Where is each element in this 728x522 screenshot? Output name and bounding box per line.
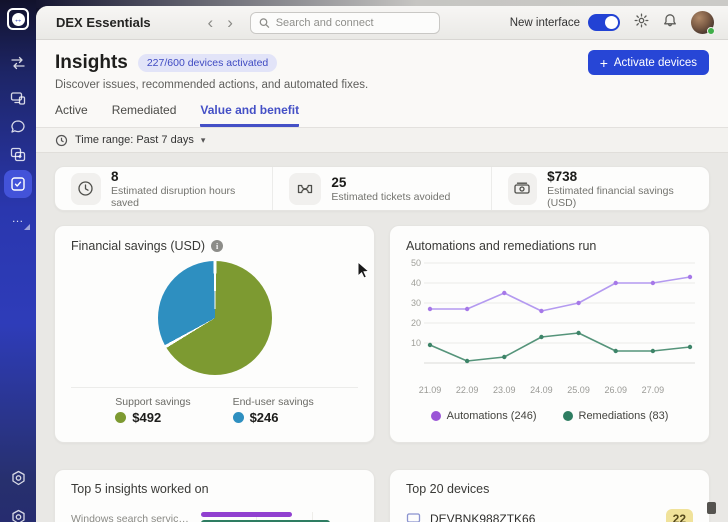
device-row[interactable]: DEVBNK988ZTK66 22 bbox=[406, 509, 693, 522]
automations-line-chart: 10 20 30 40 50 21.09 22.09 23.09 24.09 25.09 26.09… bbox=[411, 258, 695, 395]
svg-text:40: 40 bbox=[411, 278, 421, 288]
more-icon[interactable]: … bbox=[11, 211, 25, 225]
device-name: DEVBNK988ZTK66 bbox=[430, 512, 536, 522]
tab-remediated[interactable]: Remediated bbox=[111, 103, 177, 117]
stat-disruption-hours: 8 Estimated disruption hours saved bbox=[55, 167, 272, 210]
stat-tickets-avoided: 25 Estimated tickets avoided bbox=[272, 167, 490, 210]
automations-title: Automations and remediations run bbox=[406, 239, 597, 253]
gear-icon[interactable] bbox=[634, 13, 649, 33]
info-icon[interactable]: i bbox=[211, 240, 224, 252]
transfer-arrows-icon[interactable] bbox=[0, 51, 36, 75]
new-interface-toggle[interactable] bbox=[588, 14, 620, 31]
stat-value: 25 bbox=[331, 174, 347, 190]
forward-chevron-icon[interactable]: › bbox=[227, 13, 233, 32]
left-rail: ↔ … bbox=[0, 0, 36, 522]
insights-icon[interactable] bbox=[4, 170, 32, 198]
financial-savings-pie-chart bbox=[157, 261, 272, 375]
top-devices-title: Top 20 devices bbox=[406, 482, 490, 496]
top-insights-card: Top 5 insights worked on Windows search … bbox=[54, 469, 375, 522]
legend-end-user-savings: End-user savings $246 bbox=[232, 396, 314, 425]
settings-hex-icon[interactable] bbox=[0, 466, 36, 490]
plus-icon: + bbox=[599, 54, 608, 71]
end-user-savings-dot bbox=[232, 412, 244, 423]
new-interface-label: New interface bbox=[509, 16, 580, 29]
page-header: Insights 227/600 devices activated + Act… bbox=[36, 40, 728, 128]
financial-savings-card: Financial savings (USD) i Support saving… bbox=[54, 225, 375, 443]
bell-icon[interactable] bbox=[663, 13, 677, 33]
app-title: DEX Essentials bbox=[56, 15, 151, 30]
stat-label: Estimated financial savings (USD) bbox=[547, 184, 674, 209]
logo-arrows-icon: ↔ bbox=[11, 12, 25, 26]
remediations-bar bbox=[201, 520, 330, 522]
svg-text:24.09: 24.09 bbox=[530, 385, 553, 395]
clock-icon bbox=[71, 172, 101, 205]
svg-text:21.09: 21.09 bbox=[419, 385, 442, 395]
device-groups-icon[interactable] bbox=[0, 142, 36, 166]
pie-legend: Support savings $492 End-user savings $2… bbox=[71, 388, 358, 425]
teamviewer-logo[interactable]: ↔ bbox=[7, 8, 29, 30]
settings-hex-icon-2[interactable] bbox=[0, 505, 36, 522]
topbar: DEX Essentials ‹ › New interface bbox=[36, 6, 728, 40]
remote-devices-icon[interactable] bbox=[0, 86, 36, 110]
scrollbar-thumb[interactable] bbox=[707, 502, 716, 514]
legend-support-savings: Support savings $492 bbox=[115, 396, 191, 425]
stat-value: $738 bbox=[547, 168, 578, 184]
automations-dot bbox=[430, 411, 441, 421]
top-insights-title: Top 5 insights worked on bbox=[71, 482, 209, 496]
line-legend: Automations (246) Remediations (83) bbox=[406, 410, 693, 422]
insight-bars bbox=[201, 512, 358, 522]
insight-row[interactable]: Windows search service h... bbox=[71, 512, 358, 522]
svg-text:20: 20 bbox=[411, 318, 421, 328]
tab-value-and-benefit[interactable]: Value and benefit bbox=[200, 103, 300, 127]
stat-label: Estimated tickets avoided bbox=[331, 190, 451, 203]
svg-text:50: 50 bbox=[411, 258, 421, 268]
search-box[interactable] bbox=[249, 11, 440, 34]
expand-corner-icon[interactable] bbox=[24, 224, 30, 230]
top-devices-card: Top 20 devices DEVBNK988ZTK66 22 bbox=[389, 469, 710, 522]
svg-text:26.09: 26.09 bbox=[604, 385, 627, 395]
svg-text:25.09: 25.09 bbox=[567, 385, 590, 395]
svg-text:30: 30 bbox=[411, 298, 421, 308]
main-window: DEX Essentials ‹ › New interface Insight… bbox=[36, 6, 728, 522]
stat-label: Estimated disruption hours saved bbox=[110, 184, 236, 209]
activate-devices-button[interactable]: + Activate devices bbox=[587, 50, 709, 75]
page-title: Insights bbox=[55, 51, 128, 73]
support-savings-dot bbox=[115, 412, 127, 423]
chat-icon[interactable] bbox=[0, 114, 36, 138]
search-input[interactable] bbox=[275, 16, 431, 29]
search-icon bbox=[259, 17, 270, 28]
avatar[interactable] bbox=[691, 11, 715, 35]
insight-label: Windows search service h... bbox=[71, 513, 193, 522]
financial-savings-title: Financial savings (USD) bbox=[71, 239, 206, 253]
remediations-dot bbox=[562, 411, 573, 421]
svg-text:27.09: 27.09 bbox=[642, 385, 665, 395]
devices-activated-badge: 227/600 devices activated bbox=[137, 53, 278, 72]
divider bbox=[71, 387, 358, 388]
stat-value: 8 bbox=[110, 168, 119, 184]
page-subtitle: Discover issues, recommended actions, an… bbox=[55, 79, 369, 91]
tab-active[interactable]: Active bbox=[55, 103, 88, 117]
svg-text:23.09: 23.09 bbox=[493, 385, 516, 395]
online-status-dot bbox=[707, 27, 715, 35]
time-range-bar[interactable]: Time range: Past 7 days ▾ bbox=[36, 128, 728, 153]
content-area: 8 Estimated disruption hours saved 25 Es… bbox=[36, 153, 728, 522]
device-count-badge: 22 bbox=[665, 509, 693, 522]
chevron-down-icon: ▾ bbox=[200, 134, 206, 145]
ticket-icon bbox=[289, 172, 322, 205]
stats-card: 8 Estimated disruption hours saved 25 Es… bbox=[54, 166, 710, 211]
banknote-icon bbox=[507, 172, 538, 205]
time-range-label: Time range: Past 7 days bbox=[75, 134, 194, 146]
svg-text:10: 10 bbox=[411, 338, 421, 348]
automations-bar bbox=[201, 512, 293, 517]
svg-text:22.09: 22.09 bbox=[456, 385, 479, 395]
back-chevron-icon[interactable]: ‹ bbox=[207, 13, 214, 32]
monitor-icon bbox=[406, 513, 421, 522]
clock-icon bbox=[55, 134, 68, 146]
window-top-strip bbox=[36, 0, 728, 8]
stat-financial-savings: $738 Estimated financial savings (USD) bbox=[490, 167, 709, 210]
tab-bar: Active Remediated Value and benefit bbox=[55, 103, 709, 127]
automations-card: Automations and remediations run 10 20 30 4… bbox=[389, 225, 710, 443]
